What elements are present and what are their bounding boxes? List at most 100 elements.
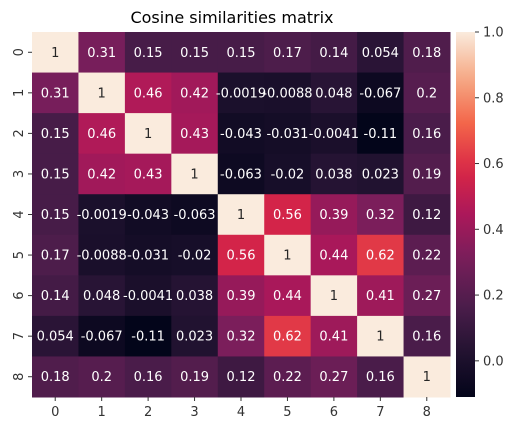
cell-label-3-8: 0.19 [412,167,441,182]
cell-label-1-7: -0.067 [359,86,401,101]
cell-label-3-0: 0.15 [41,167,70,182]
cell-label-5-0: 0.17 [41,249,70,264]
cell-label-1-8: 0.2 [416,86,437,101]
cell-label-6-1: 0.048 [83,289,120,304]
cell-label-3-6: 0.038 [315,167,352,182]
cell-label-7-6: 0.41 [319,330,348,345]
x-tick-label-5: 5 [283,405,291,420]
chart-title: Cosine similarities matrix [130,8,333,27]
y-tick-label-5: 5 [12,251,27,259]
heatmap-cell-3-8 [403,153,451,195]
cell-label-4-7: 0.32 [366,208,395,223]
heatmap-cell-2-2 [124,113,172,155]
cell-label-2-5: -0.031 [266,127,308,142]
cell-label-2-3: 0.43 [180,127,209,142]
heatmap-cell-5-5 [264,234,312,276]
cell-label-1-2: 0.46 [134,86,163,101]
heatmap-cell-2-8 [403,113,451,155]
heatmap-cell-7-2 [124,315,172,357]
cell-label-7-1: -0.067 [81,330,123,345]
heatmap-cell-7-3 [171,315,219,357]
heatmap-cell-0-4 [217,32,265,74]
heatmap-cell-5-2 [124,234,172,276]
cell-label-7-4: 0.32 [227,330,256,345]
cell-label-0-8: 0.18 [412,46,441,61]
heatmap-cell-3-2 [124,153,172,195]
heatmap-cell-0-8 [403,32,451,74]
cell-label-8-0: 0.18 [41,370,70,385]
heatmap-cell-4-4 [217,194,265,236]
cell-label-7-5: 0.62 [273,330,302,345]
x-tick-label-7: 7 [376,405,384,420]
heatmap-cell-6-5 [264,275,312,317]
heatmap-cell-1-0 [32,72,79,114]
heatmap-cell-6-1 [78,275,126,317]
cell-label-7-3: 0.023 [176,330,213,345]
colorbar-tick-label-2: 0.4 [483,223,504,238]
heatmap-cell-7-4 [217,315,265,357]
cell-label-8-8: 1 [423,370,431,385]
x-tick-label-6: 6 [330,405,338,420]
cell-label-8-6: 0.27 [319,370,348,385]
cell-label-5-8: 0.22 [412,249,441,264]
y-tick-label-4: 4 [12,210,27,218]
heatmap-cell-0-6 [310,32,358,74]
x-tick-label-8: 8 [423,405,431,420]
cell-label-6-4: 0.39 [227,289,256,304]
cell-label-4-0: 0.15 [41,208,70,223]
heatmap-cell-6-3 [171,275,219,317]
x-tick-label-1: 1 [98,405,106,420]
heatmap-cell-3-0 [32,153,79,195]
heatmap-cell-4-5 [264,194,312,236]
cell-label-3-3: 1 [190,167,198,182]
colorbar-tick-label-3: 0.6 [483,157,504,172]
cell-label-8-2: 0.16 [134,370,163,385]
heatmap-cell-2-0 [32,113,79,155]
heatmap-cell-3-3 [171,153,219,195]
y-tick-label-6: 6 [12,291,27,299]
heatmap-cell-2-5 [264,113,312,155]
heatmap-cell-8-7 [357,356,405,398]
cell-label-4-1: -0.0019 [77,208,127,223]
heatmap-cell-1-2 [124,72,172,114]
heatmap-cell-0-5 [264,32,312,74]
cell-label-2-1: 0.46 [87,127,116,142]
heatmap-cell-8-1 [78,356,126,398]
cell-label-2-7: -0.11 [364,127,398,142]
heatmap-cell-0-3 [171,32,219,74]
heatmap-cell-2-3 [171,113,219,155]
cell-label-0-6: 0.14 [319,46,348,61]
cell-label-6-0: 0.14 [41,289,70,304]
cell-label-2-4: -0.043 [220,127,262,142]
heatmap-cell-5-1 [78,234,126,276]
cell-label-6-6: 1 [330,289,338,304]
cell-label-4-2: -0.043 [127,208,169,223]
heatmap-cell-7-6 [310,315,358,357]
cell-label-6-2: -0.0041 [123,289,173,304]
cell-label-2-8: 0.16 [412,127,441,142]
heatmap-cell-5-7 [357,234,405,276]
colorbar [456,32,475,397]
cell-label-5-7: 0.62 [366,249,395,264]
heatmap-cell-6-4 [217,275,265,317]
heatmap-cell-1-5 [264,72,312,114]
cell-label-8-7: 0.16 [366,370,395,385]
cell-label-0-3: 0.15 [180,46,209,61]
cell-label-2-2: 1 [144,127,152,142]
heatmap-cell-6-8 [403,275,451,317]
heatmap-cell-2-4 [217,113,265,155]
colorbar-tick-label-1: 0.2 [483,289,504,304]
cell-label-4-6: 0.39 [319,208,348,223]
cell-label-5-6: 0.44 [319,249,348,264]
cell-label-1-5: -0.0088 [262,86,312,101]
y-tick-label-2: 2 [12,129,27,137]
cell-label-2-0: 0.15 [41,127,70,142]
cell-label-4-8: 0.12 [412,208,441,223]
y-tick-label-7: 7 [12,332,27,340]
cell-label-0-5: 0.17 [273,46,302,61]
heatmap-cell-1-4 [217,72,265,114]
heatmap-cell-labels: 1 0.31 0.15 0.15 0.15 0.17 0.14 0.054 0.18 0.31 1 0… [37,46,442,385]
cell-label-1-1: 1 [98,86,106,101]
cell-label-3-2: 0.43 [134,167,163,182]
